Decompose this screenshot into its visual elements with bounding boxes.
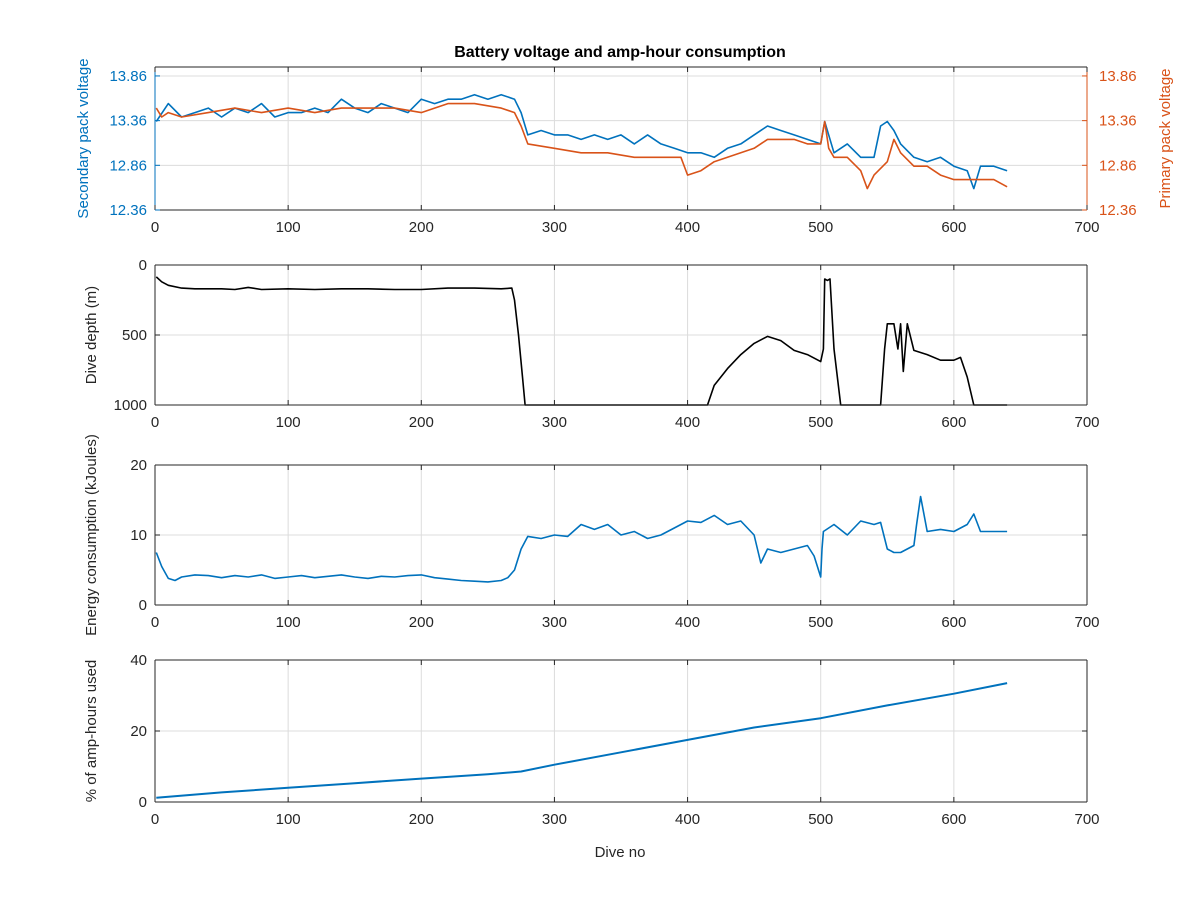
energy-x-tick-label: 400 — [675, 614, 700, 631]
energy-x-tick-label: 100 — [276, 614, 301, 631]
voltage-x-tick-label: 200 — [409, 219, 434, 236]
depth-y-axis-label: Dive depth (m) — [83, 286, 100, 384]
voltage-y-right-tick-label: 12.36 — [1099, 202, 1137, 219]
depth-x-tick-label: 500 — [808, 414, 833, 431]
depth-x-tick-label: 400 — [675, 414, 700, 431]
energy-x-tick-label: 500 — [808, 614, 833, 631]
voltage-y-tick-label: 12.36 — [109, 202, 147, 219]
depth-x-tick-label: 700 — [1074, 414, 1099, 431]
amphours-series-0-line — [156, 682, 1008, 799]
energy-x-tick-label: 0 — [151, 614, 159, 631]
voltage-x-tick-label: 100 — [276, 219, 301, 236]
amphours-x-tick-label: 100 — [276, 811, 301, 828]
voltage-y-right-tick-label: 13.36 — [1099, 113, 1137, 130]
voltage-x-tick-label: 600 — [941, 219, 966, 236]
depth-x-tick-label: 600 — [941, 414, 966, 431]
energy-y-tick-label: 10 — [130, 527, 147, 544]
amphours-y-tick-label: 0 — [139, 794, 147, 811]
voltage-series-right-line — [155, 102, 1008, 190]
amphours-x-tick-label: 400 — [675, 811, 700, 828]
depth-x-tick-label: 200 — [409, 414, 434, 431]
voltage-x-tick-label: 400 — [675, 219, 700, 236]
voltage-x-tick-label: 0 — [151, 219, 159, 236]
depth-x-tick-label: 0 — [151, 414, 159, 431]
voltage-y-tick-label: 13.36 — [109, 113, 147, 130]
voltage-panel: 0 100 200 300 400 500 600 700 13.86 13.36 12.86 12.… — [75, 58, 1174, 236]
energy-x-tick-label: 300 — [542, 614, 567, 631]
energy-y-axis-label: Energy consumption (kJoules) — [83, 434, 100, 636]
energy-series-0-line — [155, 495, 1008, 583]
voltage-x-tick-label: 500 — [808, 219, 833, 236]
energy-y-tick-label: 0 — [139, 597, 147, 614]
depth-x-tick-label: 300 — [542, 414, 567, 431]
voltage-x-tick-label: 300 — [542, 219, 567, 236]
energy-x-tick-label: 600 — [941, 614, 966, 631]
depth-y-tick-label: 1000 — [114, 397, 147, 414]
voltage-y-right-axis-label: Primary pack voltage — [1157, 68, 1174, 208]
x-axis-label: Dive no — [595, 844, 646, 861]
depth-panel: 0 100 200 300 400 500 600 700 0 500 1000 Dive depth… — [83, 257, 1100, 431]
voltage-x-tick-label: 700 — [1074, 219, 1099, 236]
depth-y-tick-label: 0 — [139, 257, 147, 274]
amphours-x-tick-label: 500 — [808, 811, 833, 828]
voltage-y-tick-label: 12.86 — [109, 157, 147, 174]
energy-x-tick-label: 200 — [409, 614, 434, 631]
energy-y-tick-label: 20 — [130, 457, 147, 474]
depth-series-0-line — [155, 276, 1008, 406]
energy-x-tick-label: 700 — [1074, 614, 1099, 631]
amphours-x-tick-label: 200 — [409, 811, 434, 828]
depth-x-tick-label: 100 — [276, 414, 301, 431]
amphours-y-tick-label: 40 — [130, 652, 147, 669]
figure-title: Battery voltage and amp-hour consumption — [454, 44, 786, 61]
depth-y-tick-label: 500 — [122, 327, 147, 344]
voltage-y-right-tick-label: 12.86 — [1099, 157, 1137, 174]
amphours-x-tick-label: 300 — [542, 811, 567, 828]
amphours-x-tick-label: 0 — [151, 811, 159, 828]
amphours-x-tick-label: 600 — [941, 811, 966, 828]
voltage-y-right-tick-label: 13.86 — [1099, 68, 1137, 85]
voltage-series-left-line — [155, 93, 1008, 190]
amphours-x-tick-label: 700 — [1074, 811, 1099, 828]
voltage-y-axis-label: Secondary pack voltage — [75, 58, 92, 218]
voltage-y-tick-label: 13.86 — [109, 68, 147, 85]
amphours-y-axis-label: % of amp-hours used — [83, 660, 100, 803]
amphours-y-tick-label: 20 — [130, 723, 147, 740]
